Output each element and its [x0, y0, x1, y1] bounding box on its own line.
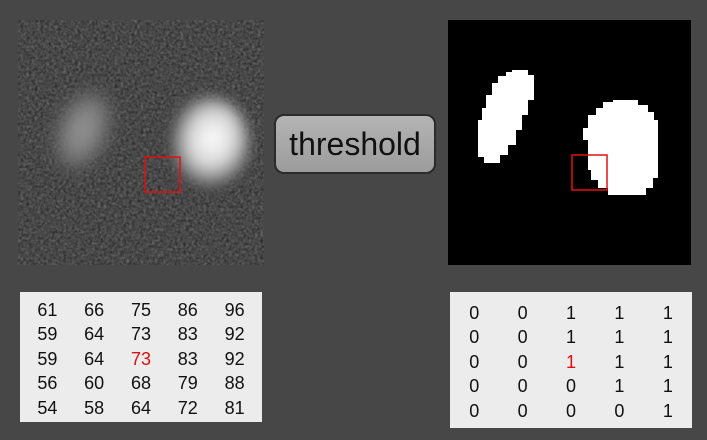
- matrix-cell: 1: [614, 351, 625, 372]
- matrix-cell: 88: [224, 373, 245, 394]
- matrix-cell: 0: [469, 327, 480, 348]
- matrix-cell: 1: [662, 302, 673, 323]
- matrix-cell: 75: [130, 299, 151, 320]
- matrix-cell: 0: [566, 400, 577, 421]
- matrix-cell: 1: [614, 302, 625, 323]
- matrix-cell: 96: [224, 299, 245, 320]
- grayscale-image-canvas: [18, 20, 264, 265]
- matrix-cell: 66: [84, 299, 105, 320]
- matrix-cell: 54: [37, 397, 58, 418]
- matrix-cell: 92: [224, 324, 245, 345]
- matrix-cell: 64: [130, 397, 151, 418]
- matrix-cell: 68: [130, 373, 151, 394]
- matrix-cell: 1: [614, 327, 625, 348]
- roi-box: [144, 156, 181, 193]
- matrix-cell: 0: [517, 302, 528, 323]
- binary-image-canvas: [448, 20, 691, 265]
- matrix-row: 0 0 0 0 1: [450, 399, 692, 424]
- matrix-cell: 73: [130, 324, 151, 345]
- matrix-cell: 59: [37, 324, 58, 345]
- matrix-cell: 1: [566, 302, 577, 323]
- binary-value-matrix: 0 0 1 1 1 0 0 1 1 1 0 0 1 1 1 0 0 0 1 1 0 0 0 0 1: [450, 292, 692, 428]
- binary-image: [448, 20, 691, 265]
- matrix-cell: 79: [177, 373, 198, 394]
- matrix-row: 54 58 64 72 81: [24, 396, 258, 421]
- right-blob: [583, 100, 658, 195]
- matrix-cell: 1: [662, 400, 673, 421]
- matrix-cell: 92: [224, 348, 245, 369]
- matrix-cell: 0: [517, 376, 528, 397]
- matrix-cell: 0: [469, 376, 480, 397]
- matrix-row: 61 66 75 86 96: [24, 298, 258, 323]
- matrix-row: 56 60 68 79 88: [24, 372, 258, 397]
- matrix-row: 59 64 73 83 92: [24, 323, 258, 348]
- matrix-cell: 59: [37, 348, 58, 369]
- matrix-cell: 0: [469, 302, 480, 323]
- matrix-cell: 1: [566, 327, 577, 348]
- threshold-button[interactable]: threshold: [274, 114, 436, 174]
- matrix-row: 59 64 73 83 92: [24, 347, 258, 372]
- matrix-cell: 0: [469, 400, 480, 421]
- grayscale-value-matrix: 61 66 75 86 96 59 64 73 83 92 59 64 73 83 92 56 60 68 79 88…: [20, 292, 262, 422]
- left-blob: [478, 70, 534, 163]
- highlighted-cell: 73: [130, 348, 151, 369]
- matrix-cell: 61: [37, 299, 58, 320]
- matrix-row: 0 0 1 1 1: [450, 350, 692, 375]
- matrix-cell: 86: [177, 299, 198, 320]
- matrix-cell: 1: [662, 327, 673, 348]
- highlighted-cell: 1: [566, 351, 577, 372]
- matrix-row: 0 0 1 1 1: [450, 301, 692, 326]
- matrix-cell: 1: [662, 351, 673, 372]
- matrix-cell: 0: [517, 327, 528, 348]
- matrix-row: 0 0 1 1 1: [450, 326, 692, 351]
- matrix-cell: 64: [84, 324, 105, 345]
- matrix-cell: 83: [177, 324, 198, 345]
- matrix-cell: 58: [84, 397, 105, 418]
- matrix-cell: 83: [177, 348, 198, 369]
- matrix-cell: 0: [517, 400, 528, 421]
- matrix-cell: 64: [84, 348, 105, 369]
- matrix-cell: 60: [84, 373, 105, 394]
- grayscale-image: [18, 20, 264, 265]
- bright-blob: [161, 96, 251, 200]
- matrix-cell: 81: [224, 397, 245, 418]
- matrix-cell: 0: [517, 351, 528, 372]
- dim-blob: [46, 78, 120, 182]
- matrix-cell: 1: [614, 376, 625, 397]
- roi-box: [571, 154, 608, 191]
- matrix-cell: 56: [37, 373, 58, 394]
- matrix-cell: 0: [469, 351, 480, 372]
- matrix-cell: 0: [566, 376, 577, 397]
- matrix-cell: 1: [662, 376, 673, 397]
- matrix-row: 0 0 0 1 1: [450, 375, 692, 400]
- matrix-cell: 72: [177, 397, 198, 418]
- matrix-cell: 0: [614, 400, 625, 421]
